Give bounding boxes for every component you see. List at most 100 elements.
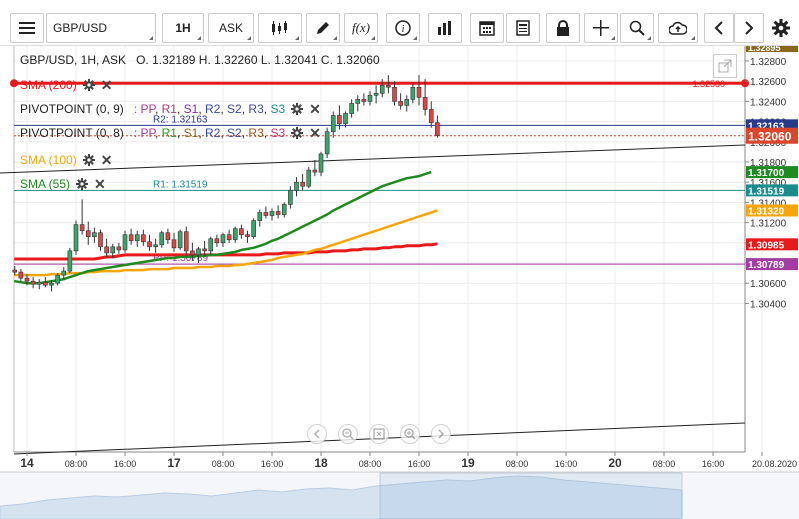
chart-grid xyxy=(0,46,799,519)
legend-sma200[interactable]: SMA (200) ✕ xyxy=(20,77,112,93)
close-icon[interactable]: ✕ xyxy=(100,77,113,93)
legend-pivot9[interactable]: PIVOTPOINT (0, 9): PP, R1, S1, R2, S2, R… xyxy=(20,101,321,117)
close-icon[interactable]: ✕ xyxy=(309,101,321,117)
price-tag-label: 1.32060 xyxy=(748,130,792,144)
popout-button[interactable] xyxy=(713,54,737,78)
legend-sma55[interactable]: SMA (55) ✕ xyxy=(20,176,106,192)
legend-component: R1 xyxy=(158,126,177,140)
price-tick-label: 1.31400 xyxy=(750,198,787,209)
price-tag-label: 1.31700 xyxy=(748,168,785,179)
chevron-right-icon xyxy=(438,429,445,439)
close-icon[interactable]: ✕ xyxy=(309,125,321,141)
candle-body xyxy=(92,232,97,238)
nav-zoom-out-button[interactable] xyxy=(338,424,358,444)
candle-body xyxy=(104,246,109,254)
navigator[interactable] xyxy=(0,471,799,519)
moving-averages xyxy=(14,170,438,285)
chevron-left-icon xyxy=(714,21,723,35)
time-tick-label: 08:00 xyxy=(359,459,382,469)
candle-body xyxy=(281,204,287,215)
legend-component: S2 xyxy=(223,102,242,116)
candle-body xyxy=(294,181,299,191)
price-chart[interactable]: R2: 1.32163 R1: 1.31519 PP: 1.30789 1.32580… xyxy=(0,46,799,519)
candle-body xyxy=(232,228,238,241)
gear-icon[interactable] xyxy=(291,103,304,115)
cloud-upload-button[interactable] xyxy=(658,13,698,43)
legend-component: S1 xyxy=(180,126,199,140)
indicators-button[interactable]: f(x) xyxy=(344,13,378,43)
chart-type-button[interactable] xyxy=(258,13,302,43)
gear-icon[interactable] xyxy=(291,127,304,139)
price-tag xyxy=(746,204,798,217)
timeframe-selector[interactable]: 1H xyxy=(162,13,204,43)
nav-zoom-in-button[interactable] xyxy=(400,424,420,444)
legend-pivot9-label: PIVOTPOINT (0, 9) xyxy=(20,102,124,116)
pivot-level-label: PP: 1.30789 xyxy=(153,253,208,264)
close-icon[interactable]: ✕ xyxy=(100,152,113,168)
studies-button[interactable] xyxy=(428,13,462,43)
legend-pivot8-label: PIVOTPOINT (0, 8) xyxy=(20,126,124,140)
legend-component: R3 xyxy=(245,102,264,116)
time-tick-label: 14 xyxy=(20,456,34,470)
legend-pivot8[interactable]: PIVOTPOINT (0, 8) : PP, R1, S1, R2, S2, R… xyxy=(20,125,321,141)
zoom-in-icon xyxy=(404,428,416,440)
close-icon[interactable]: ✕ xyxy=(94,176,106,192)
drawing-tools-button[interactable] xyxy=(306,13,340,43)
candle-body xyxy=(373,93,379,96)
gear-icon[interactable] xyxy=(76,178,89,190)
price-tag-label: 1.32163 xyxy=(748,121,785,132)
nav-forward-button[interactable] xyxy=(431,424,451,444)
gear-icon[interactable] xyxy=(82,154,95,166)
news-button[interactable] xyxy=(506,13,540,43)
candle-body xyxy=(269,211,275,216)
candle-body xyxy=(312,169,318,173)
legend-pivot8-components: : PP, R1, S1, R2, S2, R3, S3 xyxy=(134,126,285,140)
symbol-selector[interactable]: GBP/USD xyxy=(46,13,156,43)
calendar-button[interactable] xyxy=(470,13,504,43)
time-tick-label: 19 xyxy=(461,456,475,470)
candle-body xyxy=(61,270,67,276)
gear-icon[interactable] xyxy=(82,79,95,91)
crosshair-button[interactable] xyxy=(584,13,618,43)
zoom-out-icon xyxy=(342,428,354,440)
candle-body xyxy=(343,113,348,124)
scroll-right-button[interactable] xyxy=(734,13,764,43)
time-tick-label: 18 xyxy=(314,456,328,470)
legend-sma100[interactable]: SMA (100) ✕ xyxy=(20,152,112,168)
legend-component: R1 xyxy=(158,102,177,116)
pencil-icon xyxy=(317,22,329,34)
ohlc-readout: GBP/USD, 1H, ASK O. 1.32189 H. 1.32260 L… xyxy=(20,53,380,67)
price-tick-label: 1.32400 xyxy=(750,97,787,108)
nav-reset-button[interactable] xyxy=(369,424,389,444)
menu-button[interactable] xyxy=(10,13,44,43)
scroll-left-button[interactable] xyxy=(704,13,734,43)
candle-body xyxy=(141,234,146,243)
candle-body xyxy=(55,274,60,284)
legend-component: S3 xyxy=(267,126,286,140)
nav-back-button[interactable] xyxy=(307,424,327,444)
lock-button[interactable] xyxy=(546,13,580,43)
candle-body xyxy=(361,99,367,102)
price-tag-label: 1.30789 xyxy=(748,260,785,271)
info-icon: i xyxy=(395,20,411,36)
zoom-button[interactable] xyxy=(620,13,654,43)
time-axis[interactable]: 14 08:00 16:00 17 08:00 16:00 18 08:00 16:00 19 08… xyxy=(20,452,797,470)
candle-body xyxy=(330,115,336,133)
legend-component: R3 xyxy=(245,126,264,140)
pair-label: GBP/USD, 1H, ASK xyxy=(20,53,127,67)
time-tick-label: 16:00 xyxy=(555,459,578,469)
price-side-selector[interactable]: ASK xyxy=(208,13,254,43)
candle-body xyxy=(220,234,226,244)
info-button[interactable]: i xyxy=(386,13,420,43)
legend-component: , xyxy=(220,126,224,140)
candle-body xyxy=(122,234,128,251)
bar-chart-icon xyxy=(438,21,451,35)
candle-body xyxy=(422,97,428,110)
crosshair-icon xyxy=(593,20,609,36)
chart-background xyxy=(0,46,799,519)
trend-line-upper xyxy=(0,144,746,174)
candle-body xyxy=(128,234,134,242)
legend-component: , xyxy=(263,126,268,140)
time-tick-label: 16:00 xyxy=(408,459,431,469)
settings-button[interactable] xyxy=(766,13,796,43)
